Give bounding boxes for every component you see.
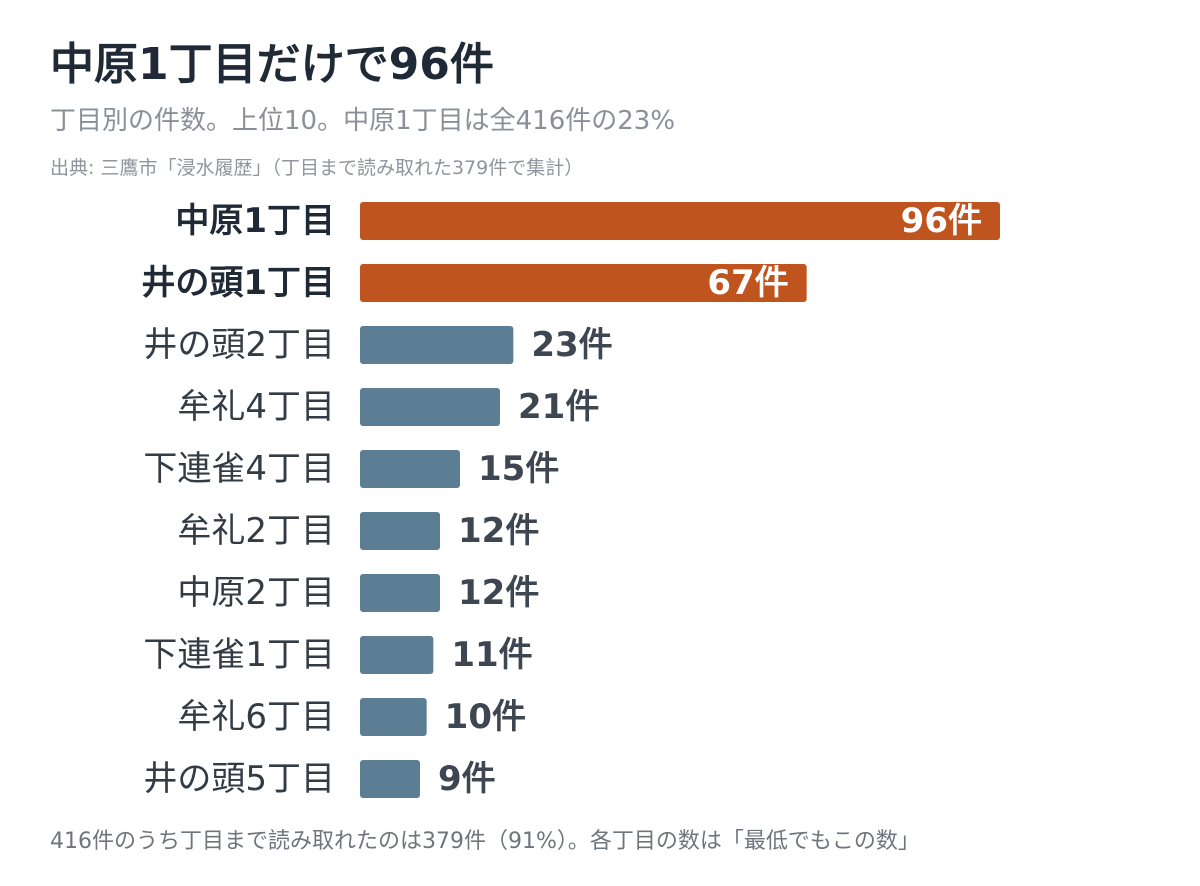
value-label: 12件 — [458, 511, 539, 551]
bar — [360, 512, 440, 550]
category-label: 中原1丁目 — [175, 201, 335, 241]
category-label: 牟礼6丁目 — [177, 697, 335, 737]
chart-source: 出典: 三鷹市「浸水履歴」（丁目まで読み取れた379件で集計） — [50, 157, 584, 179]
value-label: 67件 — [707, 263, 788, 303]
value-label: 21件 — [518, 387, 599, 427]
chart-title: 中原1丁目だけで96件 — [50, 39, 494, 90]
value-label: 11件 — [451, 635, 532, 675]
category-label: 井の頭2丁目 — [143, 325, 335, 365]
bar — [360, 264, 807, 302]
bar — [360, 636, 434, 674]
value-label: 15件 — [478, 449, 559, 489]
value-label: 23件 — [531, 325, 612, 365]
bar — [360, 760, 420, 798]
bar — [360, 574, 440, 612]
category-label: 中原2丁目 — [177, 573, 335, 613]
value-label: 12件 — [458, 573, 539, 613]
bar — [360, 326, 514, 364]
bar — [360, 450, 460, 488]
category-label: 牟礼4丁目 — [177, 387, 335, 427]
bar — [360, 202, 1000, 240]
category-label: 下連雀4丁目 — [143, 449, 335, 489]
bar — [360, 388, 500, 426]
category-label: 井の頭5丁目 — [143, 759, 335, 799]
category-label: 井の頭1丁目 — [141, 263, 335, 303]
value-label: 9件 — [438, 759, 496, 799]
category-label: 下連雀1丁目 — [143, 635, 335, 675]
category-label: 牟礼2丁目 — [177, 511, 335, 551]
value-label: 96件 — [901, 201, 982, 241]
chart-footnote: 416件のうち丁目まで読み取れたのは379件（91%）。各丁目の数は「最低でもこ… — [50, 829, 920, 854]
bar — [360, 698, 427, 736]
value-label: 10件 — [445, 697, 526, 737]
chart-subtitle: 丁目別の件数。上位10。中原1丁目は全416件の23% — [50, 106, 676, 136]
